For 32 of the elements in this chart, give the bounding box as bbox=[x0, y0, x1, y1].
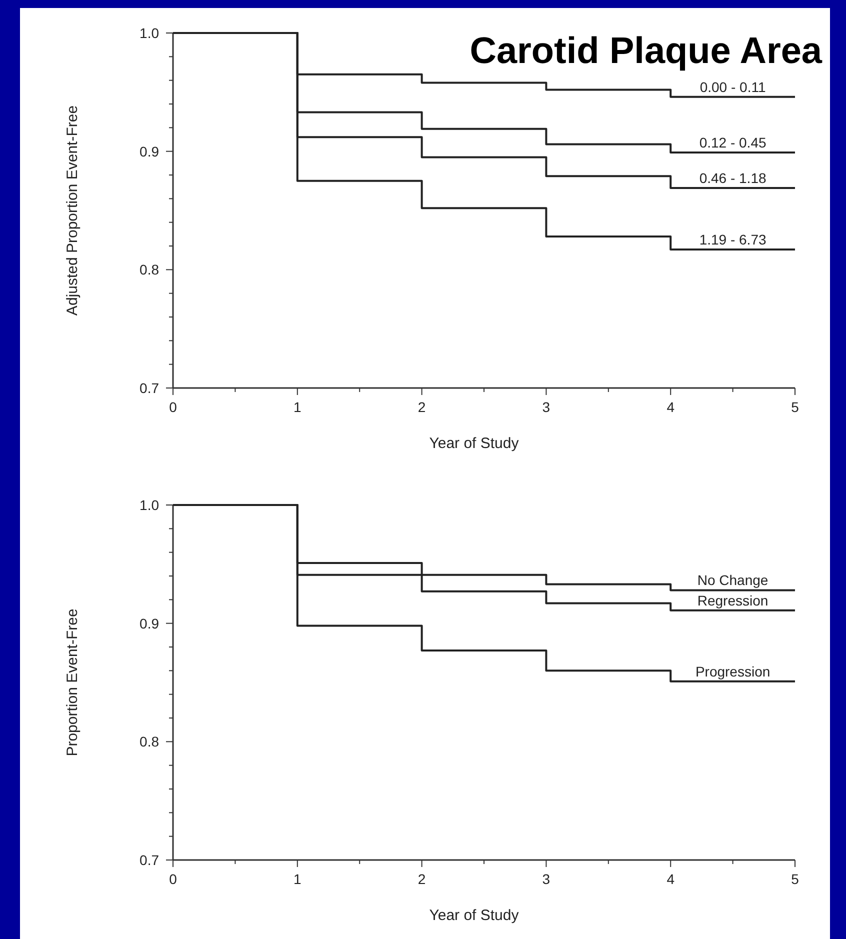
y-tick-label: 0.7 bbox=[140, 852, 160, 868]
y-tick-label: 0.9 bbox=[140, 143, 160, 160]
series-label: 0.12 - 0.45 bbox=[699, 134, 766, 151]
x-tick-label: 4 bbox=[666, 871, 675, 887]
series-label: 0.00 - 0.11 bbox=[700, 78, 766, 95]
series-label: 1.19 - 6.73 bbox=[699, 232, 766, 248]
y-tick-label: 0.9 bbox=[140, 615, 160, 632]
chart-title: Carotid Plaque Area bbox=[470, 30, 822, 71]
y-tick-label: 0.8 bbox=[140, 734, 160, 750]
x-tick-label: 4 bbox=[666, 399, 675, 415]
x-tick-label: 3 bbox=[542, 399, 550, 415]
y-axis-title: Adjusted Proportion Event-Free bbox=[64, 105, 81, 316]
y-tick-label: 0.7 bbox=[140, 380, 160, 396]
x-axis-title: Year of Study bbox=[429, 907, 520, 924]
x-axis-title: Year of Study bbox=[429, 435, 520, 452]
x-tick-label: 0 bbox=[169, 399, 178, 415]
y-tick-label: 0.8 bbox=[140, 262, 160, 278]
series-label: Regression bbox=[697, 592, 768, 608]
y-axis-title: Proportion Event-Free bbox=[64, 608, 81, 756]
x-tick-label: 3 bbox=[542, 871, 550, 887]
y-tick-label: 1.0 bbox=[140, 497, 160, 513]
x-tick-label: 5 bbox=[791, 399, 800, 415]
x-tick-label: 5 bbox=[791, 871, 800, 887]
x-tick-label: 1 bbox=[294, 871, 302, 887]
series-label: Progression bbox=[695, 663, 770, 680]
y-tick-label: 1.0 bbox=[140, 25, 160, 41]
series-label: No Change bbox=[697, 572, 768, 588]
x-tick-label: 1 bbox=[294, 399, 302, 415]
series-label: 0.46 - 1.18 bbox=[699, 170, 766, 186]
x-tick-label: 0 bbox=[169, 871, 178, 887]
x-tick-label: 2 bbox=[418, 399, 426, 415]
x-tick-label: 2 bbox=[418, 871, 426, 887]
